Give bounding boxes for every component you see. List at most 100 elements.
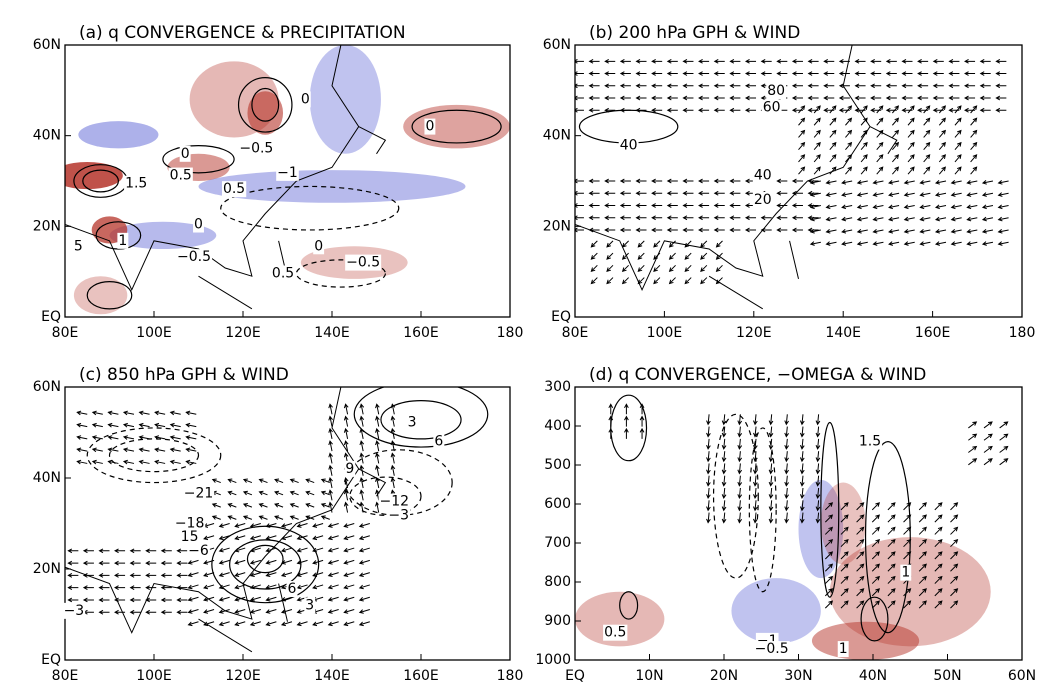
wind-arrow xyxy=(876,129,884,138)
label-bg xyxy=(176,249,213,266)
wind-arrow xyxy=(729,227,741,233)
wind-arrow xyxy=(639,415,645,427)
wind-arrow xyxy=(114,573,126,578)
wind-arrow xyxy=(328,403,333,415)
contour-label: 40 xyxy=(754,168,772,184)
contour xyxy=(619,591,639,620)
wind-arrow xyxy=(187,621,199,627)
wind-arrow xyxy=(706,438,711,450)
contour-label: 0.5 xyxy=(223,181,245,197)
wind-arrow xyxy=(98,560,110,566)
wind-arrow xyxy=(343,621,355,627)
wind-arrow xyxy=(604,203,616,208)
wind-arrow xyxy=(784,487,789,500)
wind-arrow xyxy=(145,597,157,603)
wind-arrow xyxy=(919,241,931,246)
wind-arrow xyxy=(82,609,94,615)
wind-arrow xyxy=(67,597,79,603)
wind-arrow xyxy=(698,190,710,196)
wind-arrow xyxy=(296,572,308,577)
wind-arrow xyxy=(343,476,349,489)
wind-arrow xyxy=(903,588,912,597)
label-bg xyxy=(62,602,86,619)
wind-arrow xyxy=(249,621,261,627)
wind-arrow xyxy=(296,535,308,541)
coastline xyxy=(65,387,387,653)
contour-label: 1 xyxy=(839,641,848,657)
wind-arrow xyxy=(813,117,821,126)
wind-arrow xyxy=(588,190,600,196)
wind-arrow xyxy=(970,141,978,151)
wind-arrow xyxy=(784,500,789,512)
wind-arrow xyxy=(845,129,853,138)
wind-arrow xyxy=(265,535,277,541)
wind-arrow xyxy=(682,71,694,76)
wind-arrow xyxy=(950,538,959,548)
wind-arrow xyxy=(860,105,868,114)
wind-arrow xyxy=(312,523,324,528)
y-tick-label: 300 xyxy=(544,379,571,395)
wind-arrow xyxy=(970,154,978,163)
wind-arrow xyxy=(934,538,943,548)
wind-arrow xyxy=(856,538,865,548)
wind-arrow xyxy=(274,478,284,484)
wind-arrow xyxy=(950,600,959,609)
wind-arrow xyxy=(948,83,960,89)
wind-arrow xyxy=(138,410,150,416)
wind-arrow xyxy=(807,71,819,76)
wind-arrow xyxy=(950,216,962,222)
wind-arrow xyxy=(715,252,723,260)
wind-arrow xyxy=(903,600,912,609)
wind-arrow xyxy=(838,95,850,101)
wind-arrow xyxy=(635,58,647,64)
wind-arrow xyxy=(721,500,727,512)
wind-arrow xyxy=(160,585,172,591)
y-tick-label: 800 xyxy=(544,574,571,590)
wind-arrow xyxy=(169,435,181,440)
wind-arrow xyxy=(885,71,897,76)
wind-arrow xyxy=(729,58,741,64)
wind-arrow xyxy=(390,440,396,452)
label-bg xyxy=(378,493,411,510)
wind-arrow xyxy=(887,563,896,572)
wind-arrow xyxy=(327,559,339,565)
contour xyxy=(86,427,222,484)
wind-arrow xyxy=(651,83,663,89)
wind-arrow xyxy=(138,435,150,440)
wind-arrow xyxy=(966,216,978,222)
contour-label: 0 xyxy=(314,238,323,254)
wind-arrow xyxy=(840,551,849,560)
shading xyxy=(78,121,159,149)
wind-arrow xyxy=(825,241,837,246)
wind-arrow xyxy=(798,166,806,175)
wind-arrow xyxy=(768,512,774,524)
wind-arrow xyxy=(606,240,614,248)
wind-arrow xyxy=(856,600,865,609)
wind-arrow xyxy=(876,154,884,163)
wind-arrow xyxy=(903,514,912,523)
wind-arrow xyxy=(979,83,991,89)
x-tick-label: 10N xyxy=(635,668,663,684)
wind-arrow xyxy=(82,585,94,591)
wind-arrow xyxy=(274,503,284,508)
wind-arrow xyxy=(840,538,849,548)
wind-arrow xyxy=(938,117,946,126)
wind-arrow xyxy=(604,71,616,76)
label-bg xyxy=(238,140,275,157)
wind-arrow xyxy=(776,58,788,64)
wind-arrow xyxy=(375,403,380,415)
wind-arrow xyxy=(390,427,396,439)
wind-arrow xyxy=(280,535,293,541)
wind-arrow xyxy=(934,192,947,197)
wind-arrow xyxy=(651,58,663,64)
wind-arrow xyxy=(981,204,994,210)
wind-arrow xyxy=(825,204,837,210)
wind-arrow xyxy=(876,117,884,126)
wind-arrow xyxy=(234,547,246,553)
wind-arrow xyxy=(107,447,119,453)
wind-arrow xyxy=(999,445,1009,453)
wind-arrow xyxy=(289,515,299,520)
contour xyxy=(82,169,120,193)
wind-arrow xyxy=(923,154,931,163)
wind-arrow xyxy=(327,596,339,602)
